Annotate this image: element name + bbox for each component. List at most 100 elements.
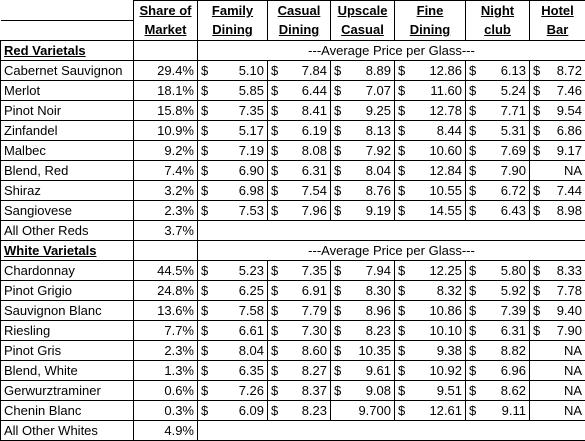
price-value: 5.85	[239, 81, 264, 100]
price-value: 6.98	[239, 181, 264, 200]
price-value: NA	[564, 383, 582, 398]
varietal-name: Riesling	[1, 320, 134, 340]
price-value: 10.35	[358, 341, 391, 360]
currency-symbol: $	[533, 281, 540, 300]
currency-symbol: $	[201, 301, 208, 320]
col-header-casual-2: Dining	[268, 20, 331, 40]
price-hotel: NA	[530, 360, 585, 380]
price-value: 9.40	[557, 301, 582, 320]
share-of-market: 15.8%	[134, 100, 198, 120]
currency-symbol: $	[398, 261, 405, 280]
price-value: 9.08	[366, 381, 391, 400]
price-value: 6.31	[501, 321, 526, 340]
price-casual: $6.19	[268, 120, 331, 140]
share-of-market: 44.5%	[134, 260, 198, 280]
currency-symbol: $	[469, 181, 476, 200]
price-value: 9.19	[366, 201, 391, 220]
price-upscale: $8.13	[331, 120, 395, 140]
price-casual: $7.96	[268, 200, 331, 220]
col-header-upscale-2: Casual	[331, 20, 395, 40]
varietal-name: Chenin Blanc	[1, 400, 134, 420]
varietal-name: Malbec	[1, 140, 134, 160]
currency-symbol: $	[469, 381, 476, 400]
price-value: 7.94	[366, 261, 391, 280]
price-value: 12.78	[429, 101, 462, 120]
price-night: $6.31	[466, 320, 530, 340]
price-night: $7.71	[466, 100, 530, 120]
price-fine: $12.86	[395, 60, 466, 80]
section-title: Red Varietals	[1, 40, 134, 60]
price-value: 7.79	[302, 301, 327, 320]
price-value: 12.61	[429, 401, 462, 420]
price-family: $7.53	[198, 200, 268, 220]
price-value: 8.62	[501, 381, 526, 400]
price-value: 7.92	[366, 141, 391, 160]
varietal-name: Blend, White	[1, 360, 134, 380]
varietal-name: Merlot	[1, 80, 134, 100]
currency-symbol: $	[201, 261, 208, 280]
price-casual: $7.35	[268, 260, 331, 280]
price-upscale: $8.30	[331, 280, 395, 300]
price-value: 6.86	[557, 121, 582, 140]
currency-symbol: $	[533, 321, 540, 340]
price-value: 9.25	[366, 101, 391, 120]
price-casual: $8.27	[268, 360, 331, 380]
currency-symbol: $	[533, 261, 540, 280]
price-value: 6.72	[501, 181, 526, 200]
currency-symbol: $	[398, 381, 405, 400]
currency-symbol: $	[201, 341, 208, 360]
price-value: NA	[564, 363, 582, 378]
price-value: 6.61	[239, 321, 264, 340]
varietal-name: Zinfandel	[1, 120, 134, 140]
currency-symbol: $	[201, 121, 208, 140]
price-upscale: $8.89	[331, 60, 395, 80]
price-value: 7.84	[302, 61, 327, 80]
currency-symbol: $	[334, 101, 341, 120]
currency-symbol: $	[398, 121, 405, 140]
currency-symbol: $	[201, 401, 208, 420]
currency-symbol: $	[398, 281, 405, 300]
price-value: 6.31	[302, 161, 327, 180]
currency-symbol: $	[201, 101, 208, 120]
currency-symbol: $	[533, 101, 540, 120]
price-value: 8.72	[557, 61, 582, 80]
red-section-header: Red Varietals---Average Price per Glass-…	[1, 40, 585, 60]
price-upscale: $8.04	[331, 160, 395, 180]
currency-symbol: $	[533, 201, 540, 220]
currency-symbol: $	[201, 61, 208, 80]
price-value: 8.23	[302, 401, 327, 420]
price-value: 14.55	[429, 201, 462, 220]
share-of-market: 7.7%	[134, 320, 198, 340]
price-fine: $11.60	[395, 80, 466, 100]
varietal-name: Pinot Grigio	[1, 280, 134, 300]
price-value: 6.44	[302, 81, 327, 100]
price-fine: $9.38	[395, 340, 466, 360]
currency-symbol: $	[271, 321, 278, 340]
currency-symbol: $	[201, 361, 208, 380]
price-value: 8.27	[302, 361, 327, 380]
col-header-hotel-2: Bar	[530, 20, 585, 40]
price-value: 7.78	[557, 281, 582, 300]
currency-symbol: $	[469, 301, 476, 320]
price-night: $9.11	[466, 400, 530, 420]
price-value: 5.80	[501, 261, 526, 280]
price-hotel: $8.98	[530, 200, 585, 220]
price-value: 9.61	[366, 361, 391, 380]
currency-symbol: $	[334, 141, 341, 160]
price-hotel: $7.90	[530, 320, 585, 340]
price-value: 7.44	[557, 181, 582, 200]
currency-symbol: $	[334, 281, 341, 300]
price-value: 9.54	[557, 101, 582, 120]
currency-symbol: $	[334, 181, 341, 200]
price-value: 8.37	[302, 381, 327, 400]
